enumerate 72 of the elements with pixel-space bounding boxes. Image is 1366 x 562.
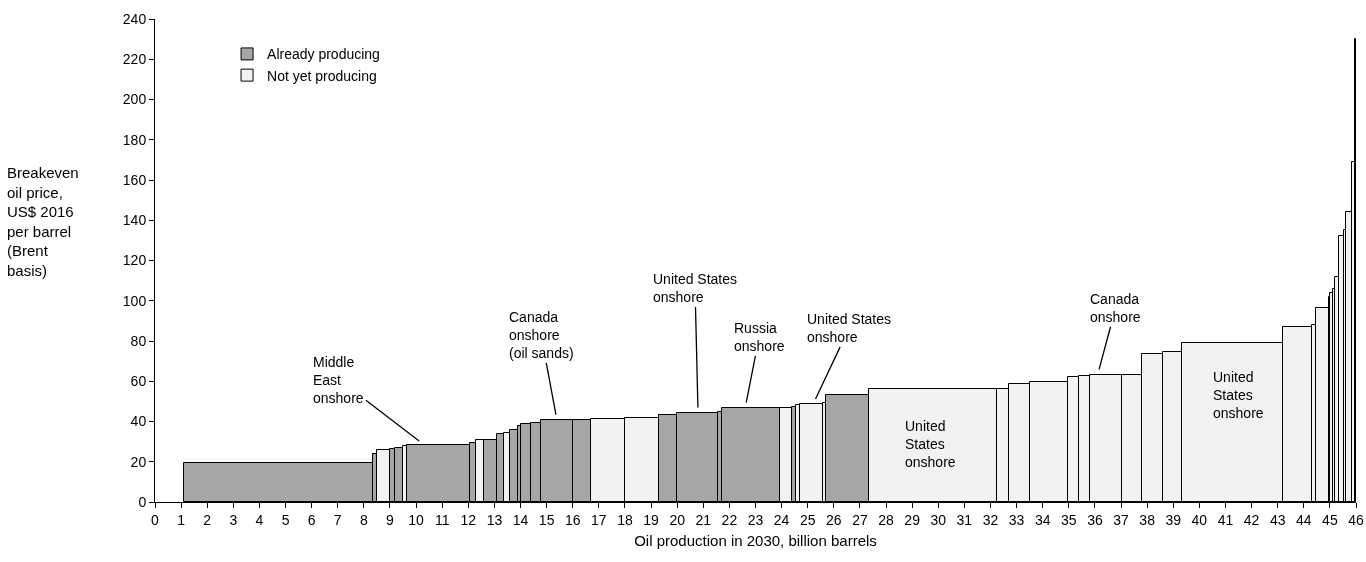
x-tick-label: 32 bbox=[982, 511, 999, 528]
annotation: Canada onshore bbox=[1090, 291, 1141, 326]
y-tick-label: 60 bbox=[130, 373, 147, 390]
x-tick-label: 2 bbox=[203, 511, 212, 528]
x-tick-label: 40 bbox=[1191, 511, 1208, 528]
x-tick-label: 34 bbox=[1034, 511, 1051, 528]
x-tick-label: 44 bbox=[1295, 511, 1312, 528]
y-tick-label: 200 bbox=[122, 91, 147, 108]
x-tick-label: 7 bbox=[333, 511, 342, 528]
y-tick-label: 80 bbox=[130, 332, 147, 349]
x-tick-label: 23 bbox=[747, 511, 764, 528]
x-tick-label: 21 bbox=[695, 511, 712, 528]
x-tick-label: 29 bbox=[904, 511, 921, 528]
annotation: United States onshore bbox=[1213, 369, 1264, 422]
x-tick-label: 35 bbox=[1061, 511, 1077, 528]
x-tick-label: 15 bbox=[538, 511, 555, 528]
y-tick-label: 120 bbox=[122, 252, 147, 269]
x-tick-label: 31 bbox=[956, 511, 973, 528]
y-tick-label: 180 bbox=[122, 131, 147, 148]
x-tick-label: 41 bbox=[1217, 511, 1234, 528]
x-tick-label: 37 bbox=[1113, 511, 1130, 528]
x-tick-label: 13 bbox=[486, 511, 503, 528]
x-tick-label: 43 bbox=[1269, 511, 1286, 528]
x-tick-label: 17 bbox=[591, 511, 607, 528]
y-axis-title: Breakeven oil price, US$ 2016 per barrel (Brent basis) bbox=[7, 164, 79, 279]
x-tick-label: 6 bbox=[307, 511, 316, 528]
y-tick-label: 140 bbox=[122, 212, 147, 229]
x-tick-label: 38 bbox=[1139, 511, 1156, 528]
x-tick-label: 22 bbox=[721, 511, 738, 528]
y-tick-label: 20 bbox=[130, 453, 147, 470]
x-tick-label: 25 bbox=[799, 511, 816, 528]
x-tick-label: 12 bbox=[460, 511, 477, 528]
x-tick-label: 30 bbox=[930, 511, 947, 528]
x-tick-label: 0 bbox=[151, 511, 160, 528]
annotation: Russia onshore bbox=[734, 320, 785, 355]
x-tick-label: 19 bbox=[643, 511, 660, 528]
x-tick-label: 14 bbox=[512, 511, 529, 528]
x-tick-label: 18 bbox=[617, 511, 633, 528]
annotation: United States onshore bbox=[905, 418, 956, 471]
x-tick-label: 4 bbox=[255, 511, 264, 528]
x-tick-label: 42 bbox=[1243, 511, 1260, 528]
y-tick-label: 100 bbox=[122, 292, 147, 309]
x-tick-label: 36 bbox=[1087, 511, 1103, 528]
x-tick-label: 5 bbox=[281, 511, 290, 528]
x-tick-label: 45 bbox=[1322, 511, 1338, 528]
x-tick-label: 1 bbox=[177, 511, 186, 528]
x-tick-label: 28 bbox=[878, 511, 895, 528]
x-tick-label: 3 bbox=[229, 511, 238, 528]
annotation: Canada onshore (oil sands) bbox=[509, 309, 574, 362]
x-tick-label: 10 bbox=[408, 511, 425, 528]
x-tick-label: 16 bbox=[564, 511, 581, 528]
annotation: United States onshore bbox=[653, 271, 738, 306]
y-tick-label: 160 bbox=[122, 171, 147, 188]
legend-label: Not yet producing bbox=[267, 67, 377, 84]
x-tick-label: 11 bbox=[434, 511, 450, 528]
x-tick-label: 33 bbox=[1008, 511, 1025, 528]
x-tick-label: 27 bbox=[852, 511, 868, 528]
legend-label: Already producing bbox=[267, 46, 380, 63]
y-tick-label: 240 bbox=[122, 10, 147, 27]
x-tick-label: 9 bbox=[386, 511, 395, 528]
x-tick-label: 20 bbox=[669, 511, 686, 528]
annotation: Middle East onshore bbox=[313, 354, 364, 407]
x-axis-title: Oil production in 2030, billion barrels bbox=[634, 531, 877, 549]
x-tick-label: 39 bbox=[1165, 511, 1182, 528]
x-tick-label: 8 bbox=[359, 511, 368, 528]
y-tick-label: 220 bbox=[122, 51, 147, 68]
y-tick-label: 40 bbox=[130, 413, 147, 430]
x-tick-label: 24 bbox=[773, 511, 790, 528]
annotation: United States onshore bbox=[807, 311, 892, 346]
x-tick-label: 46 bbox=[1348, 511, 1364, 528]
y-tick-label: 0 bbox=[138, 493, 147, 510]
x-tick-label: 26 bbox=[826, 511, 842, 528]
